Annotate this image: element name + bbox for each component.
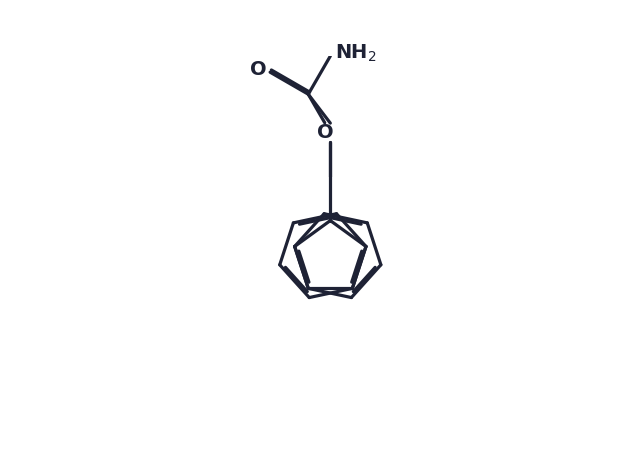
Text: O: O: [317, 123, 334, 142]
Text: O: O: [250, 60, 266, 79]
Text: NH$_2$: NH$_2$: [335, 43, 376, 64]
